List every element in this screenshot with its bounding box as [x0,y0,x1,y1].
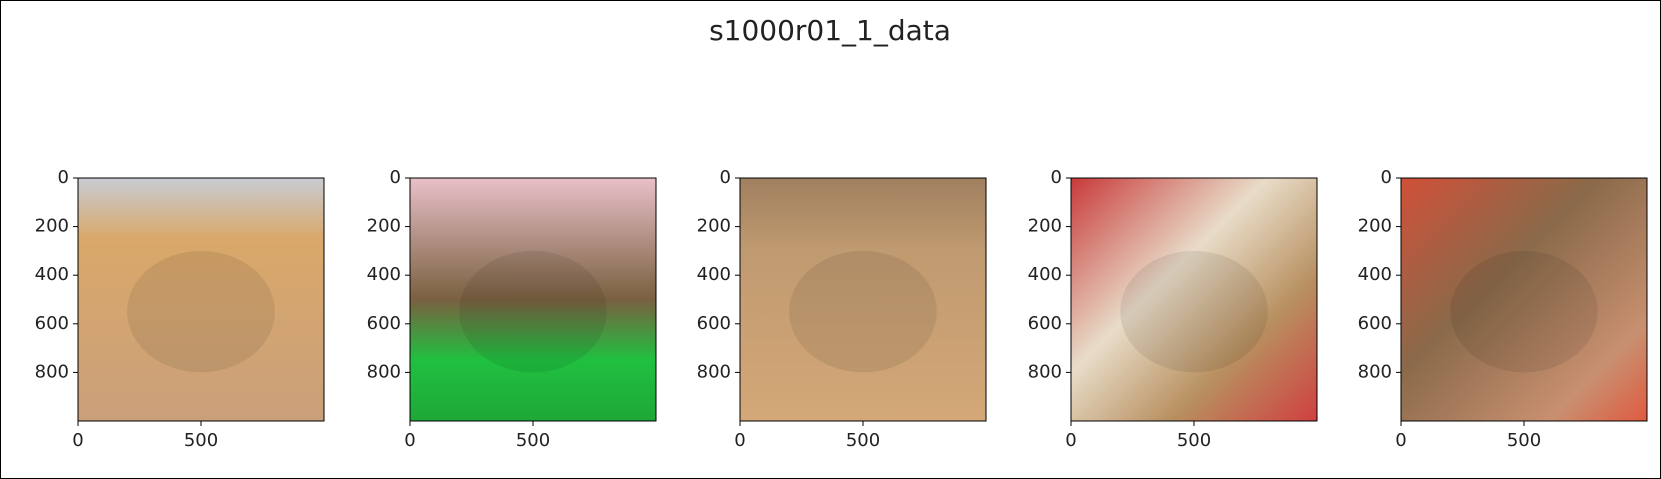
y-tick-label: 400 [367,264,401,285]
y-tick-label: 200 [697,216,731,237]
y-tick-label: 800 [697,361,731,382]
y-tick-label: 0 [1051,167,1062,188]
image-detail [127,250,275,373]
y-tick-label: 0 [58,167,69,188]
image [1071,178,1317,421]
x-tick-label: 0 [734,430,745,451]
x-tick-label: 0 [72,430,83,451]
y-tick-label: 600 [697,313,731,334]
x-tick-label: 0 [1065,430,1076,451]
y-tick-label: 200 [1358,216,1392,237]
y-tick-label: 0 [1381,167,1392,188]
y-tick-label: 200 [367,216,401,237]
x-tick-label: 0 [404,430,415,451]
x-tick-label: 500 [184,430,218,451]
y-tick-label: 600 [367,313,401,334]
x-tick-label: 500 [846,430,880,451]
y-tick-label: 800 [367,361,401,382]
image-detail [1450,250,1598,373]
x-tick-label: 0 [1395,430,1406,451]
x-tick-label: 500 [1507,430,1541,451]
y-tick-label: 400 [1358,264,1392,285]
y-tick-label: 200 [1028,216,1062,237]
y-tick-label: 600 [35,313,69,334]
image [410,178,656,421]
y-tick-label: 0 [390,167,401,188]
y-tick-label: 600 [1358,313,1392,334]
y-tick-label: 400 [35,264,69,285]
y-tick-label: 800 [35,361,69,382]
y-tick-label: 400 [1028,264,1062,285]
x-tick-label: 500 [516,430,550,451]
x-tick-label: 500 [1177,430,1211,451]
figure-title: s1000r01_1_data [709,14,951,47]
image [1401,178,1647,421]
y-tick-label: 200 [35,216,69,237]
y-tick-label: 400 [697,264,731,285]
y-tick-label: 0 [720,167,731,188]
y-tick-label: 600 [1028,313,1062,334]
image-detail [459,250,607,373]
y-tick-label: 800 [1028,361,1062,382]
image-detail [1120,250,1268,373]
y-tick-label: 800 [1358,361,1392,382]
image [78,178,324,421]
image [740,178,986,421]
image-detail [789,250,937,373]
